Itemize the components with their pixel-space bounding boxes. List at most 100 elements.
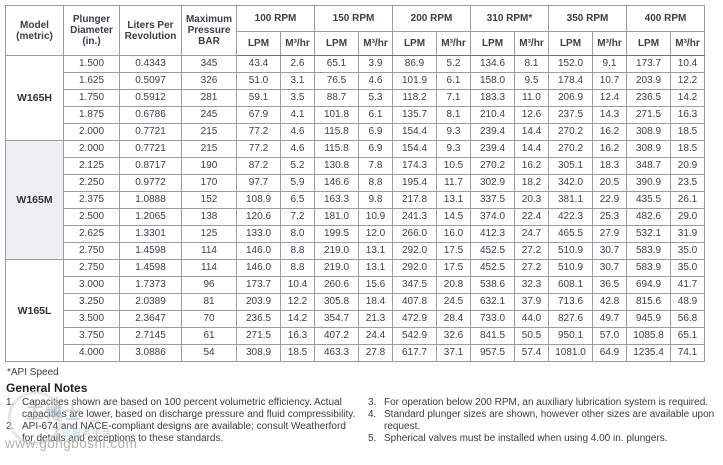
capacity-cell: 292.0 — [392, 259, 437, 277]
table-row: 2.625 1.3301 125 133.0 8.0 199.5 12.0 266.0 16.0… — [6, 225, 705, 243]
capacity-cell: 24.7 — [514, 225, 549, 243]
capacity-cell: 957.5 — [470, 344, 515, 362]
capacity-cell: 10.5 — [436, 157, 471, 175]
liters-per-revolution-cell: 0.9772 — [119, 174, 182, 192]
plunger-diameter-cell: 3.000 — [63, 276, 120, 294]
capacity-cell: 16.2 — [514, 157, 549, 175]
subcol-lpm: LPM — [236, 31, 281, 56]
max-pressure-cell: 81 — [181, 293, 237, 311]
max-pressure-cell: 114 — [181, 259, 237, 277]
max-pressure-cell: 245 — [181, 106, 237, 124]
capacity-cell: 374.0 — [470, 208, 515, 226]
capacity-cell: 482.6 — [626, 208, 671, 226]
table-row: W165M 2.000 0.7721 215 77.2 4.6 115.8 6.9 154.4 9… — [5, 140, 705, 260]
capacity-cell: 27.2 — [514, 242, 549, 260]
capacity-cell: 27.2 — [514, 259, 549, 277]
col-header-100rpm: 100 RPM — [236, 5, 315, 32]
capacity-cell: 7.2 — [280, 208, 315, 226]
table-row: 3.000 1.7373 96 173.7 10.4 260.6 15.6 347.5 20.8… — [6, 276, 705, 294]
table-row: 1.625 0.5097 326 51.0 3.1 76.5 4.6 101.9 6.1 158.… — [6, 72, 705, 90]
max-pressure-cell: 138 — [181, 208, 237, 226]
capacity-cell: 65.1 — [670, 327, 705, 345]
capacity-cell: 632.1 — [470, 293, 515, 311]
capacity-cell: 239.4 — [470, 123, 515, 141]
capacity-cell: 236.5 — [626, 89, 671, 107]
capacity-cell: 14.2 — [280, 310, 315, 328]
table-header: Model (metric) Plunger Diameter (in.) Li… — [5, 5, 705, 56]
plunger-diameter-cell: 2.250 — [63, 174, 120, 192]
capacity-cell: 8.8 — [280, 259, 315, 277]
note-number: 2. — [6, 421, 15, 432]
table-row: 4.000 3.0886 54 308.9 18.5 463.3 27.8 617.7 37.1… — [6, 344, 705, 362]
capacity-cell: 13.1 — [358, 259, 393, 277]
capacity-cell: 146.0 — [236, 259, 281, 277]
capacity-cell: 77.2 — [236, 140, 281, 158]
capacity-cell: 6.5 — [280, 191, 315, 209]
capacity-cell: 8.0 — [280, 225, 315, 243]
capacity-cell: 1081.0 — [548, 344, 593, 362]
liters-per-revolution-cell: 2.7145 — [119, 327, 182, 345]
capacity-cell: 115.8 — [314, 123, 359, 141]
capacity-cell: 292.0 — [392, 242, 437, 260]
table-row: W165L 2.750 1.4598 114 146.0 8.8 219.0 13.1 292.… — [5, 259, 705, 362]
capacity-cell: 32.3 — [514, 276, 549, 294]
capacity-cell: 173.7 — [626, 55, 671, 73]
capacity-cell: 2.6 — [280, 55, 315, 73]
max-pressure-cell: 326 — [181, 72, 237, 90]
capacity-cell: 308.9 — [236, 344, 281, 362]
capacity-cell: 158.0 — [470, 72, 515, 90]
capacity-cell: 31.9 — [670, 225, 705, 243]
col-header-model: Model (metric) — [5, 5, 64, 56]
note-text: API-674 and NACE-compliant designs are a… — [22, 421, 346, 444]
capacity-cell: 463.3 — [314, 344, 359, 362]
table-row: 1.750 0.5912 281 59.1 3.5 88.7 5.3 118.2 7.1 183.… — [6, 89, 705, 107]
col-header-plunger-diameter: Plunger Diameter (in.) — [63, 5, 120, 56]
notes-column-right: 3. For operation below 200 RPM, an auxil… — [368, 397, 720, 445]
capacity-cell: 59.1 — [236, 89, 281, 107]
capacity-cell: 35.0 — [670, 259, 705, 277]
plunger-diameter-cell: 2.625 — [63, 225, 120, 243]
capacity-cell: 11.0 — [514, 89, 549, 107]
capacity-cell: 733.0 — [470, 310, 515, 328]
col-header-400rpm: 400 RPM — [626, 5, 705, 32]
subcol-m3hr: M³/hr — [670, 31, 705, 56]
max-pressure-cell: 114 — [181, 242, 237, 260]
capacity-cell: 412.3 — [470, 225, 515, 243]
capacity-cell: 6.1 — [436, 72, 471, 90]
table-row: 2.250 0.9772 170 97.7 5.9 146.6 8.8 195.4 11.7 30… — [6, 174, 705, 192]
capacity-cell: 7.1 — [436, 89, 471, 107]
capacity-cell: 532.1 — [626, 225, 671, 243]
capacity-cell: 308.9 — [626, 140, 671, 158]
capacity-cell: 183.3 — [470, 89, 515, 107]
capacity-cell: 354.7 — [314, 310, 359, 328]
capacity-cell: 17.5 — [436, 259, 471, 277]
capacity-cell: 381.1 — [548, 191, 593, 209]
liters-per-revolution-cell: 2.0389 — [119, 293, 182, 311]
plunger-diameter-cell: 1.625 — [63, 72, 120, 90]
capacity-cell: 35.0 — [670, 242, 705, 260]
capacity-cell: 472.9 — [392, 310, 437, 328]
note-3: 3. For operation below 200 RPM, an auxil… — [368, 397, 720, 409]
capacity-cell: 18.5 — [670, 123, 705, 141]
plunger-diameter-cell: 1.875 — [63, 106, 120, 124]
capacity-cell: 236.5 — [236, 310, 281, 328]
capacity-cell: 135.7 — [392, 106, 437, 124]
capacity-cell: 146.6 — [314, 174, 359, 192]
table-row: W165H 1.500 0.4343 345 43.4 2.6 65.1 3.9 86.9 5.2… — [5, 55, 705, 141]
subcol-m3hr: M³/hr — [592, 31, 627, 56]
capacity-cell: 9.8 — [358, 191, 393, 209]
capacity-cell: 173.7 — [236, 276, 281, 294]
plunger-diameter-cell: 1.500 — [63, 55, 120, 73]
max-pressure-cell: 345 — [181, 55, 237, 73]
capacity-cell: 108.9 — [236, 191, 281, 209]
capacity-cell: 32.6 — [436, 327, 471, 345]
capacity-cell: 4.1 — [280, 106, 315, 124]
capacity-cell: 13.1 — [358, 242, 393, 260]
capacity-cell: 18.3 — [592, 157, 627, 175]
capacity-cell: 120.6 — [236, 208, 281, 226]
capacity-cell: 337.5 — [470, 191, 515, 209]
liters-per-revolution-cell: 1.7373 — [119, 276, 182, 294]
capacity-cell: 542.9 — [392, 327, 437, 345]
capacity-cell: 65.1 — [314, 55, 359, 73]
table-row: 1.875 0.6786 245 67.9 4.1 101.8 6.1 135.7 8.1 210… — [6, 106, 705, 124]
